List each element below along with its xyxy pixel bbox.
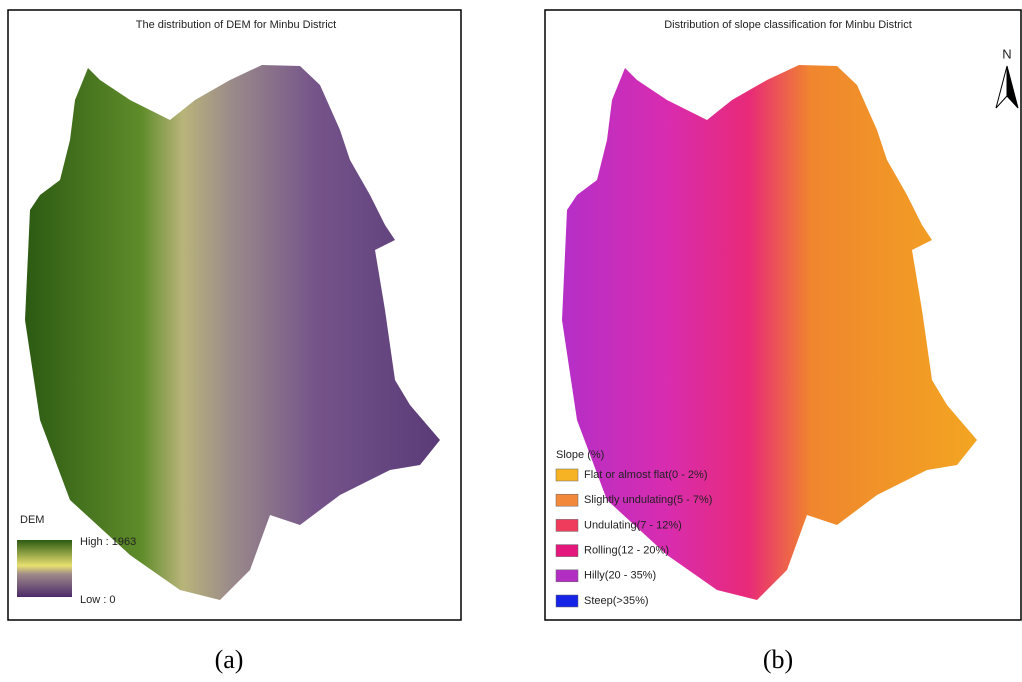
legend-swatch	[556, 570, 578, 582]
north-label: N	[1002, 46, 1011, 61]
panel-title: The distribution of DEM for Minbu Distri…	[136, 19, 337, 31]
caption: (a)	[215, 645, 244, 674]
legend-title: Slope (%)	[556, 449, 604, 461]
legend-high: High : 1963	[80, 536, 136, 548]
legend-swatch	[556, 545, 578, 557]
caption: (b)	[763, 645, 793, 674]
legend-label: Steep(>35%)	[584, 595, 649, 607]
figure: The distribution of DEM for Minbu Distri…	[0, 0, 1022, 677]
legend-ramp	[17, 540, 72, 597]
legend-label: Flat or almost flat(0 - 2%)	[584, 469, 707, 481]
legend-swatch	[556, 595, 578, 607]
legend-title: DEM	[20, 514, 44, 526]
panel-title: Distribution of slope classification for…	[664, 19, 912, 31]
legend-label: Hilly(20 - 35%)	[584, 570, 656, 582]
legend-swatch	[556, 469, 578, 481]
legend-low: Low : 0	[80, 594, 115, 606]
legend-label: Rolling(12 - 20%)	[584, 545, 669, 557]
legend-swatch	[556, 494, 578, 506]
legend-swatch	[556, 519, 578, 531]
legend-label: Undulating(7 - 12%)	[584, 519, 682, 531]
legend-label: Slightly undulating(5 - 7%)	[584, 494, 712, 506]
